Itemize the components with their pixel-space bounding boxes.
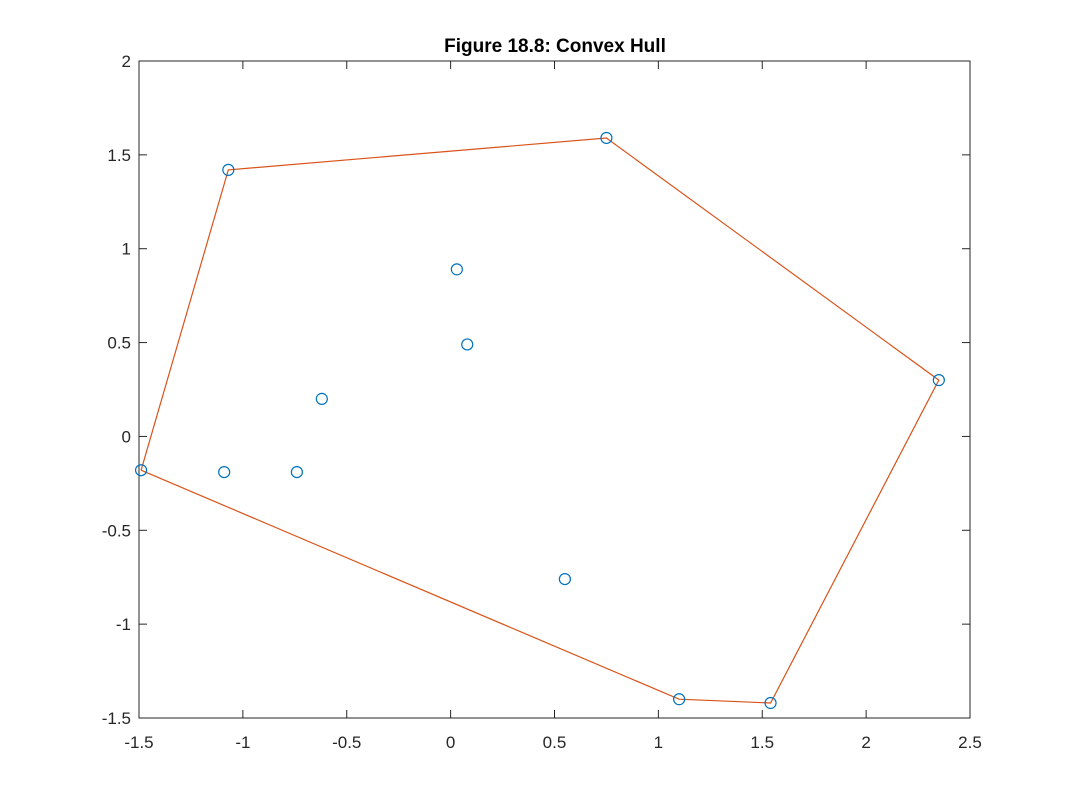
chart-title: Figure 18.8: Convex Hull (444, 36, 666, 57)
x-tick-label: 1.5 (750, 733, 774, 752)
x-tick-label: 2.5 (958, 733, 982, 752)
data-point (558, 572, 571, 586)
y-tick-label: -1 (116, 615, 131, 634)
x-tick-label: 2 (861, 733, 870, 752)
data-point (222, 163, 235, 176)
y-tick-label: 1.5 (107, 146, 131, 165)
data-point (218, 465, 231, 479)
y-tick-label: 0 (122, 427, 131, 446)
y-tick-label: -0.5 (102, 521, 131, 540)
x-tick-label: 0.5 (543, 733, 567, 752)
hull-layer (140, 137, 940, 704)
x-tick-label: 1 (654, 733, 663, 752)
x-tick-label: 0 (446, 733, 455, 752)
data-point (134, 464, 148, 477)
data-point (290, 465, 303, 479)
data-point (673, 693, 686, 706)
convex-hull-line (140, 137, 940, 704)
x-tick-label: -0.5 (332, 733, 361, 752)
x-tick-label: -1.5 (124, 733, 153, 752)
y-tick-label: 0.5 (107, 334, 131, 353)
x-tick-label: -1 (235, 733, 250, 752)
data-point (450, 263, 463, 276)
data-point (600, 131, 613, 145)
y-tick-label: 1 (122, 240, 131, 259)
y-tick-label: 2 (122, 52, 131, 71)
data-point (461, 338, 474, 351)
data-point (932, 374, 945, 387)
data-point (315, 392, 328, 405)
data-point (764, 696, 777, 710)
y-tick-label: -1.5 (102, 709, 131, 728)
plot-area: -1.5 -1 -0.5 0 0.5 1 1.5 2 2.5 -1.5 -1 -0.5 0 0.5 1 1.5… (102, 52, 982, 752)
points-layer (134, 131, 945, 710)
ticks-layer: -1.5 -1 -0.5 0 0.5 1 1.5 2 2.5 -1.5 -1 -0.5 0 0.5 1 1.5… (102, 52, 982, 752)
axes-box (138, 60, 971, 719)
